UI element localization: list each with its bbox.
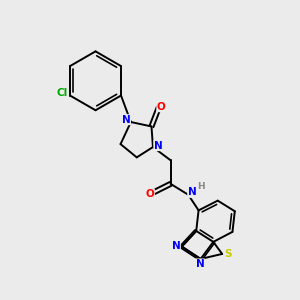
Text: N: N xyxy=(154,141,163,151)
Text: N: N xyxy=(172,241,180,251)
Text: N: N xyxy=(196,259,204,269)
Text: H: H xyxy=(197,182,205,191)
Text: S: S xyxy=(224,249,232,259)
Text: N: N xyxy=(122,115,130,125)
Text: Cl: Cl xyxy=(56,88,68,98)
Text: O: O xyxy=(157,102,166,112)
Text: O: O xyxy=(146,189,154,199)
Text: N: N xyxy=(188,188,197,197)
